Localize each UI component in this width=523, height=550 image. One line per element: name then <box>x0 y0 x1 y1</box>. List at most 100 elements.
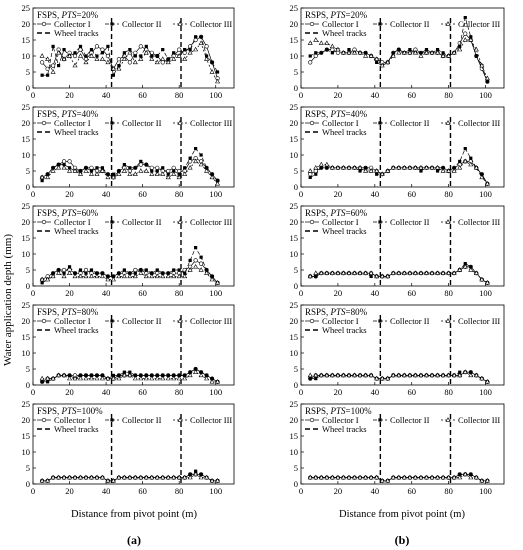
data-point <box>84 271 88 275</box>
data-point <box>172 51 176 55</box>
data-point <box>396 372 402 378</box>
data-point <box>45 66 50 71</box>
data-point <box>468 267 474 272</box>
data-point <box>379 273 385 279</box>
data-point <box>209 174 215 180</box>
data-point <box>161 166 165 170</box>
data-point <box>204 54 209 58</box>
data-point <box>313 270 319 275</box>
y-tick-label: 15 <box>22 134 31 144</box>
data-point <box>188 472 192 476</box>
data-point <box>473 474 479 480</box>
data-point <box>143 49 149 55</box>
data-point <box>89 268 94 272</box>
data-point <box>78 169 83 173</box>
data-point <box>318 474 324 480</box>
legend-marker <box>309 219 315 225</box>
data-point <box>379 62 385 68</box>
data-point <box>106 44 110 48</box>
data-point <box>61 372 67 378</box>
data-point <box>484 75 490 81</box>
data-point <box>177 47 182 52</box>
data-point <box>463 16 467 20</box>
x-tick-label: 20 <box>65 387 74 397</box>
data-point <box>469 370 473 374</box>
data-point <box>177 172 181 176</box>
data-point <box>458 159 462 163</box>
data-point <box>105 375 111 381</box>
data-point <box>155 373 159 377</box>
legend-marker <box>177 318 183 323</box>
data-point <box>166 373 170 377</box>
panel-title: RSPS, PTS=20% <box>305 10 368 20</box>
data-point <box>412 164 418 170</box>
series-line-3 <box>310 160 488 185</box>
y-tick-label: 15 <box>290 431 299 441</box>
data-point <box>89 169 94 173</box>
data-point <box>84 54 88 58</box>
data-point <box>121 168 127 173</box>
x-tick-label: 20 <box>65 189 74 199</box>
data-point <box>61 164 67 170</box>
data-point <box>318 40 324 45</box>
data-point <box>127 49 133 55</box>
data-point <box>121 56 127 61</box>
data-point <box>100 166 105 170</box>
data-point <box>83 474 89 480</box>
data-point <box>154 273 160 279</box>
data-point <box>154 59 160 65</box>
y-tick-label: 20 <box>22 118 31 128</box>
data-point <box>150 271 154 275</box>
data-point <box>199 153 203 157</box>
data-point <box>128 48 132 52</box>
y-tick-label: 0 <box>294 83 298 93</box>
legend-label: Collector I <box>54 118 91 128</box>
data-point <box>452 166 456 170</box>
data-point <box>204 168 210 173</box>
data-point <box>77 474 84 480</box>
data-point <box>457 474 463 480</box>
y-tick-label: 25 <box>290 102 299 112</box>
data-point <box>412 49 418 55</box>
data-point <box>390 164 396 170</box>
legend-label: Collector III <box>190 118 232 128</box>
legend-marker <box>177 21 183 26</box>
data-point <box>99 375 105 381</box>
data-point <box>61 267 67 273</box>
plot-frame <box>32 403 235 485</box>
data-point <box>363 53 369 58</box>
data-point <box>484 180 490 186</box>
y-tick-label: 0 <box>294 380 298 390</box>
data-point <box>72 168 78 173</box>
data-point <box>363 51 368 55</box>
data-point <box>177 373 181 377</box>
x-tick-label: 60 <box>407 189 416 199</box>
data-point <box>340 270 346 275</box>
legend-label: Collector I <box>54 316 91 326</box>
data-point <box>363 372 369 378</box>
data-point <box>210 60 214 64</box>
data-point <box>484 378 490 384</box>
data-point <box>440 168 446 173</box>
data-point <box>116 57 121 62</box>
data-point <box>457 164 463 170</box>
data-point <box>100 271 105 275</box>
panel-title-system: RSPS, <box>305 208 331 218</box>
data-point <box>132 474 138 480</box>
y-tick-label: 0 <box>294 281 298 291</box>
data-point <box>440 270 446 275</box>
data-point <box>67 474 73 480</box>
data-point <box>418 372 424 378</box>
data-point <box>324 474 330 480</box>
y-tick-label: 20 <box>290 118 299 128</box>
y-tick-label: 15 <box>290 332 299 342</box>
data-point <box>183 373 187 377</box>
data-point <box>313 164 319 170</box>
data-point <box>468 161 474 167</box>
data-point <box>78 268 83 272</box>
legend-label: Collector II <box>122 415 162 425</box>
y-tick-label: 25 <box>290 399 299 409</box>
